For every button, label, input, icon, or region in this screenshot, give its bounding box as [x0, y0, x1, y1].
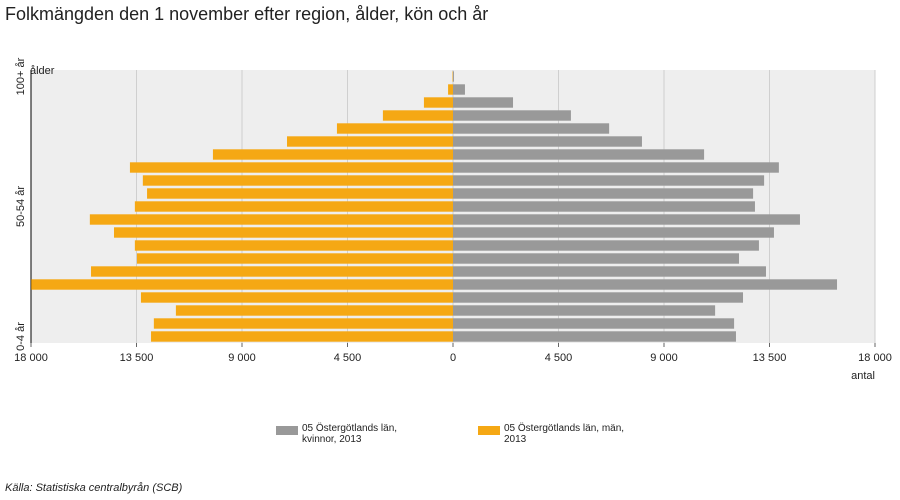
- bar: [423, 97, 453, 108]
- chart-title: Folkmängden den 1 november efter region,…: [5, 4, 489, 24]
- legend-item: 05 Östergötlands län, kvinnor, 2013: [276, 423, 456, 445]
- x-tick-label: 13 500: [120, 352, 154, 364]
- bar: [142, 175, 453, 186]
- bar: [382, 110, 453, 121]
- bar: [136, 253, 454, 264]
- bar: [287, 136, 453, 147]
- bar: [129, 162, 454, 173]
- bar: [453, 279, 838, 290]
- bar: [448, 84, 453, 95]
- legend-label: 05 Östergötlands län, kvinnor, 2013: [302, 423, 398, 445]
- bar: [91, 266, 454, 277]
- x-tick-label: 13 500: [753, 352, 787, 364]
- legend: 05 Östergötlands län, kvinnor, 2013 05 Ös…: [276, 423, 658, 445]
- bar: [453, 292, 744, 303]
- x-tick-label: 4 500: [334, 352, 362, 364]
- bar: [151, 331, 453, 342]
- bar: [453, 84, 465, 95]
- bar: [453, 318, 735, 329]
- bar: [453, 162, 779, 173]
- bar: [31, 279, 454, 290]
- x-tick-label: 0: [450, 352, 456, 364]
- bar: [453, 71, 454, 82]
- bar: [134, 201, 453, 212]
- bar: [453, 123, 610, 134]
- bar: [453, 110, 571, 121]
- bar: [453, 227, 774, 238]
- chart: ålder antal 0 4 500 4 500 9 000 9 000 13 500 1…: [14, 57, 892, 382]
- source: Källa: Statistiska centralbyrån (SCB): [5, 482, 183, 494]
- legend-swatch: [478, 426, 500, 435]
- bar: [140, 292, 453, 303]
- y-tick-label: 100+ år: [15, 57, 27, 95]
- legend-swatch: [276, 426, 298, 435]
- bar: [147, 188, 454, 199]
- bar: [453, 266, 766, 277]
- x-tick-label: 9 000: [650, 352, 678, 364]
- bar: [453, 97, 514, 108]
- bar: [453, 149, 705, 160]
- x-tick-label: 9 000: [228, 352, 256, 364]
- x-tick-label: 4 500: [545, 352, 573, 364]
- bar: [453, 175, 765, 186]
- legend-item: 05 Östergötlands län, män, 2013: [478, 423, 658, 445]
- bar: [453, 201, 755, 212]
- bar: [89, 214, 454, 225]
- bar: [453, 305, 716, 316]
- bar: [153, 318, 454, 329]
- bar: [453, 240, 759, 251]
- y-tick-label: 50-54 år: [15, 186, 27, 227]
- bar: [212, 149, 453, 160]
- bar: [336, 123, 453, 134]
- bar: [113, 227, 453, 238]
- bar: [453, 188, 754, 199]
- x-tick-label: 18 000: [14, 352, 48, 364]
- legend-label: 05 Östergötlands län, män, 2013: [504, 423, 625, 445]
- x-axis-title: antal: [851, 370, 875, 382]
- y-axis-title: ålder: [30, 65, 55, 77]
- bar: [453, 331, 736, 342]
- y-tick-label: 0-4 år: [15, 322, 27, 351]
- bar: [134, 240, 453, 251]
- bar: [453, 253, 740, 264]
- bar: [453, 214, 800, 225]
- x-tick-label: 18 000: [858, 352, 892, 364]
- bar: [453, 136, 642, 147]
- bar: [175, 305, 454, 316]
